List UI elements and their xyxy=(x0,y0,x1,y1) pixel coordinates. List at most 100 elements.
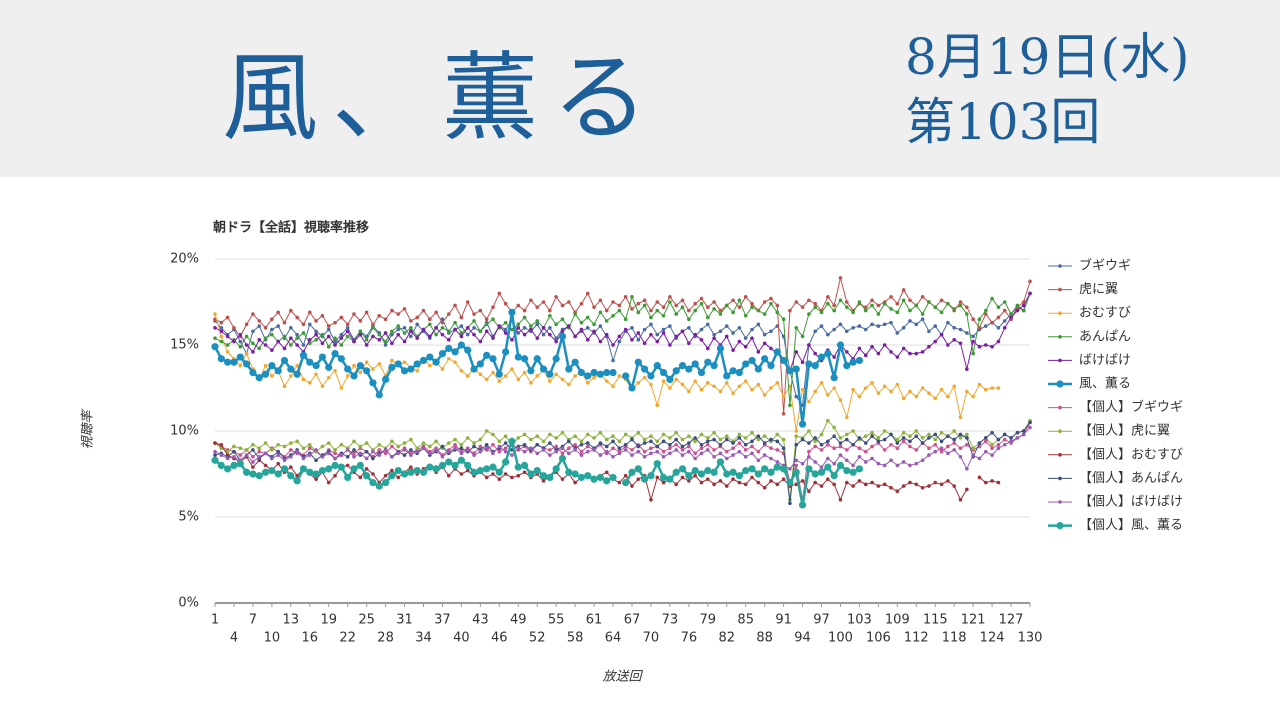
data-point xyxy=(750,475,754,480)
data-point xyxy=(289,308,293,313)
data-point xyxy=(685,365,693,373)
data-point xyxy=(358,332,363,337)
data-point xyxy=(971,317,975,321)
data-point xyxy=(415,322,419,327)
data-point xyxy=(920,441,925,445)
data-point xyxy=(863,449,868,454)
data-point xyxy=(497,449,502,454)
data-point xyxy=(270,327,274,332)
data-point xyxy=(649,308,653,313)
data-point xyxy=(876,439,881,444)
x-tick-label: 49 xyxy=(510,613,527,628)
data-point xyxy=(390,341,394,346)
data-point xyxy=(661,313,666,318)
data-point xyxy=(611,343,615,347)
data-point xyxy=(750,327,754,332)
data-point xyxy=(901,484,906,488)
data-point xyxy=(611,434,615,438)
data-point xyxy=(465,326,470,330)
data-point xyxy=(459,331,464,335)
data-point xyxy=(832,482,836,487)
data-point xyxy=(320,332,325,337)
data-point xyxy=(510,475,514,480)
data-point xyxy=(983,480,988,485)
data-point xyxy=(908,439,912,444)
data-point xyxy=(577,368,586,377)
data-point xyxy=(617,339,622,344)
data-point xyxy=(352,339,356,344)
data-point xyxy=(535,434,540,438)
y-tick-label: 5% xyxy=(178,510,199,525)
data-point xyxy=(769,386,773,390)
data-point xyxy=(396,312,401,316)
data-point xyxy=(838,444,843,449)
data-point xyxy=(491,432,495,437)
data-point xyxy=(775,303,780,308)
data-point xyxy=(649,498,653,502)
data-point xyxy=(232,339,236,344)
data-point xyxy=(213,312,217,316)
data-point xyxy=(901,298,906,303)
data-point xyxy=(699,446,704,451)
data-point xyxy=(402,339,407,344)
data-point xyxy=(358,475,363,480)
x-tick-label: 58 xyxy=(567,631,584,646)
data-point xyxy=(826,439,830,444)
data-point xyxy=(704,358,712,366)
data-point xyxy=(807,489,811,494)
data-point xyxy=(270,448,274,452)
data-point xyxy=(817,353,826,361)
data-point xyxy=(661,331,666,335)
data-point xyxy=(630,484,634,488)
data-point xyxy=(649,332,653,337)
data-point xyxy=(251,312,255,316)
data-point xyxy=(983,308,988,313)
data-point xyxy=(603,368,611,377)
data-point xyxy=(705,442,710,447)
legend-marker xyxy=(1058,500,1062,504)
data-point xyxy=(251,448,255,452)
data-point xyxy=(977,441,982,445)
legend-label: 虎に翼 xyxy=(1079,282,1118,297)
data-point xyxy=(333,456,337,461)
data-point xyxy=(641,365,649,373)
data-point xyxy=(535,442,540,447)
data-point xyxy=(257,449,262,454)
data-point xyxy=(952,448,956,452)
data-point xyxy=(440,320,445,325)
data-point xyxy=(838,276,843,280)
data-point xyxy=(849,468,857,476)
data-point xyxy=(318,353,327,361)
data-point xyxy=(754,470,762,478)
data-point xyxy=(832,308,836,313)
data-point xyxy=(592,322,596,327)
data-point xyxy=(438,461,447,469)
data-point xyxy=(251,350,255,354)
data-point xyxy=(314,338,318,342)
data-point xyxy=(724,437,729,442)
data-point xyxy=(497,444,502,449)
data-point xyxy=(754,365,762,373)
data-point xyxy=(1002,432,1007,437)
data-point xyxy=(813,389,817,394)
series-line xyxy=(214,427,1031,470)
data-point xyxy=(693,436,697,440)
data-point xyxy=(548,332,552,337)
data-point xyxy=(358,370,363,375)
data-point xyxy=(882,343,887,347)
data-point xyxy=(798,420,807,428)
data-point xyxy=(375,482,383,490)
data-point xyxy=(844,300,849,304)
data-point xyxy=(832,425,836,430)
data-point xyxy=(876,391,881,395)
data-point xyxy=(314,332,318,337)
data-point xyxy=(712,336,716,340)
data-point xyxy=(617,374,622,378)
data-point xyxy=(409,448,413,452)
data-point xyxy=(585,381,590,385)
x-tick-label: 19 xyxy=(320,613,337,628)
data-point xyxy=(636,301,641,306)
data-point xyxy=(390,455,394,459)
data-point xyxy=(333,451,337,456)
data-point xyxy=(522,432,527,437)
